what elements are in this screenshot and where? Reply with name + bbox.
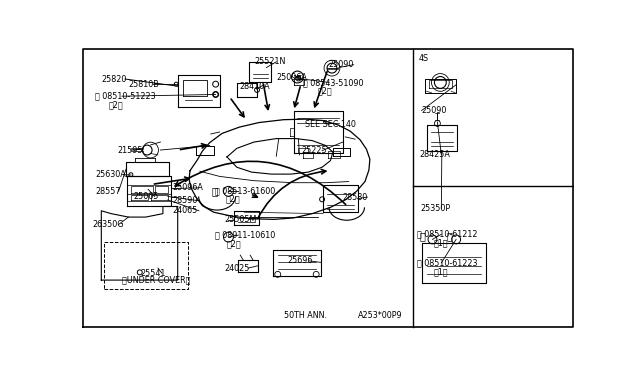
Text: 25096A: 25096A [276, 73, 307, 82]
Text: 26350G: 26350G [92, 220, 124, 229]
Text: 25090: 25090 [328, 60, 353, 69]
Text: 25090: 25090 [422, 106, 447, 115]
Text: 28590: 28590 [173, 196, 198, 205]
Text: 25521N: 25521N [254, 57, 285, 66]
Text: 25820: 25820 [101, 74, 127, 83]
Text: Ⓢ 08513-61600: Ⓢ 08513-61600 [214, 187, 275, 196]
Text: 28557: 28557 [95, 187, 121, 196]
Text: Ⓢ 08543-51090: Ⓢ 08543-51090 [303, 78, 364, 87]
Text: ＜2＞: ＜2＞ [227, 239, 242, 248]
Text: Ⓢ: Ⓢ [446, 231, 452, 241]
Text: A253*00P9: A253*00P9 [358, 311, 402, 320]
Text: 25630A: 25630A [95, 170, 126, 179]
Text: 25096A: 25096A [173, 183, 204, 192]
Text: 21595: 21595 [118, 146, 143, 155]
Text: 25810B: 25810B [129, 80, 159, 89]
Text: Ⓢ 08510-51223: Ⓢ 08510-51223 [95, 92, 156, 101]
Text: 28410A: 28410A [239, 82, 270, 91]
Text: ＜2＞: ＜2＞ [226, 195, 241, 204]
Text: 25696: 25696 [287, 256, 313, 265]
Text: 28425A: 28425A [420, 150, 451, 160]
Text: 25065: 25065 [133, 192, 159, 201]
Text: 50TH ANN.: 50TH ANN. [284, 311, 326, 320]
FancyArrowPatch shape [258, 169, 326, 218]
FancyArrowPatch shape [175, 161, 346, 205]
Text: 25225: 25225 [301, 146, 326, 155]
Text: 28580: 28580 [343, 193, 368, 202]
Text: SEE SEC.140: SEE SEC.140 [305, 121, 356, 129]
Text: 4S: 4S [419, 54, 429, 64]
Text: ＜2＞: ＜2＞ [317, 86, 332, 95]
Text: Ⓝ 08911-10610: Ⓝ 08911-10610 [214, 231, 275, 240]
Text: 25505M: 25505M [225, 215, 257, 224]
Text: 24025: 24025 [225, 264, 250, 273]
Text: Ⓢ: Ⓢ [211, 186, 218, 196]
Text: 25541: 25541 [141, 269, 166, 278]
Text: 24065: 24065 [173, 206, 198, 215]
Text: 25350P: 25350P [420, 204, 451, 213]
Text: Ⓢ 08510-61223: Ⓢ 08510-61223 [417, 259, 477, 267]
Text: ＜1＞: ＜1＞ [433, 238, 448, 247]
Text: ＜1＞: ＜1＞ [433, 267, 448, 276]
Text: Ⓢ: Ⓢ [420, 231, 426, 241]
Text: ＜2＞: ＜2＞ [109, 100, 124, 109]
Text: Ⓢ 08510-61212: Ⓢ 08510-61212 [417, 230, 477, 239]
Text: ＜UNDER COVER＞: ＜UNDER COVER＞ [122, 275, 190, 284]
